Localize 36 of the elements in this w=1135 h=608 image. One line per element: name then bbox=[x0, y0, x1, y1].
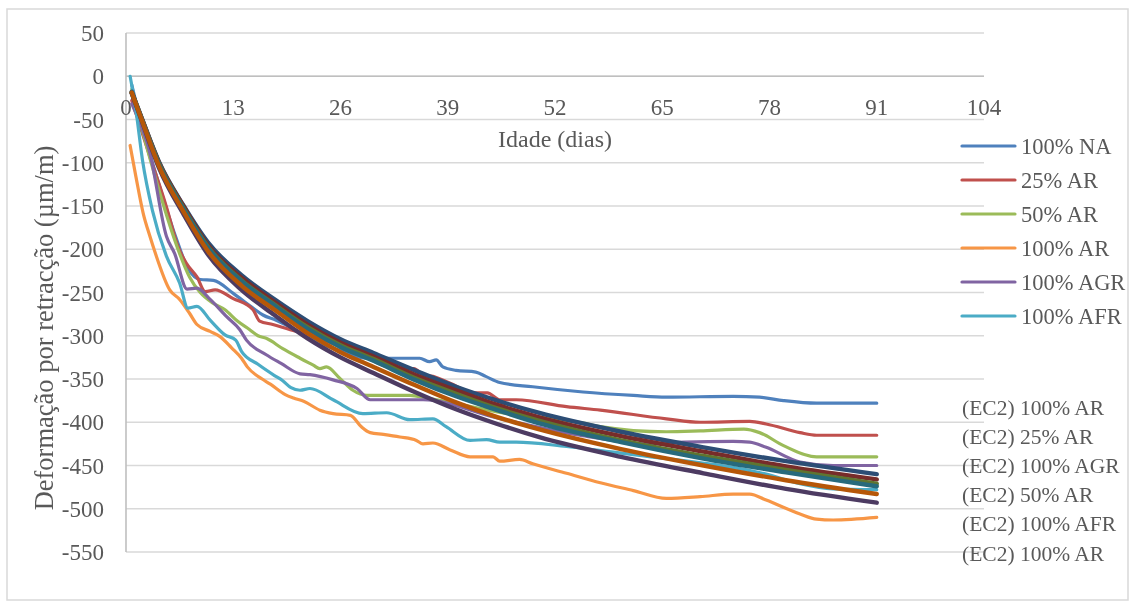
x-tick-label: 39 bbox=[436, 95, 460, 121]
y-tick-label: -250 bbox=[61, 280, 104, 306]
legend-label: 100% AFR bbox=[1021, 303, 1122, 329]
y-axis-title: Deformação por retracção (µm/m) bbox=[29, 145, 60, 511]
y-tick-label: 0 bbox=[92, 64, 104, 90]
annotation: (EC2) 100% AFR bbox=[962, 512, 1117, 537]
y-tick-label: -300 bbox=[61, 323, 104, 349]
annotation: (EC2) 50% AR bbox=[962, 483, 1095, 508]
y-tick-label: 50 bbox=[81, 21, 104, 47]
x-tick-label: 52 bbox=[543, 95, 567, 121]
x-tick-label: 26 bbox=[329, 95, 352, 121]
y-tick-label: -450 bbox=[61, 453, 104, 479]
y-tick-label: -550 bbox=[61, 540, 104, 566]
legend-label: 25% AR bbox=[1021, 167, 1098, 193]
legend-label: 100% AR bbox=[1021, 235, 1110, 261]
legend-label: 50% AR bbox=[1021, 201, 1098, 227]
annotation: (EC2) 25% AR bbox=[962, 424, 1095, 449]
y-tick-label: -150 bbox=[61, 194, 104, 220]
y-tick-label: -100 bbox=[61, 150, 104, 176]
legend-label: 100% NA bbox=[1021, 133, 1113, 159]
annotation: (EC2) 100% AR bbox=[962, 395, 1105, 420]
y-tick-label: -400 bbox=[61, 410, 104, 436]
y-tick-label: -350 bbox=[61, 367, 104, 393]
y-tick-label: -50 bbox=[73, 107, 104, 133]
x-tick-label: 78 bbox=[758, 95, 781, 121]
y-tick-label: -200 bbox=[61, 237, 104, 263]
y-tick-label: -500 bbox=[61, 496, 104, 522]
x-tick-label: 91 bbox=[865, 95, 889, 121]
annotation: (EC2) 100% AGR bbox=[962, 453, 1121, 478]
x-axis-title: Idade (dias) bbox=[498, 125, 612, 152]
annotation: (EC2) 100% AR bbox=[962, 541, 1105, 566]
x-tick-label: 65 bbox=[650, 95, 674, 121]
x-tick-label: 0 bbox=[120, 95, 132, 121]
x-tick-label: 104 bbox=[966, 95, 1002, 121]
legend-label: 100% AGR bbox=[1021, 269, 1126, 295]
x-tick-label: 13 bbox=[221, 95, 245, 121]
